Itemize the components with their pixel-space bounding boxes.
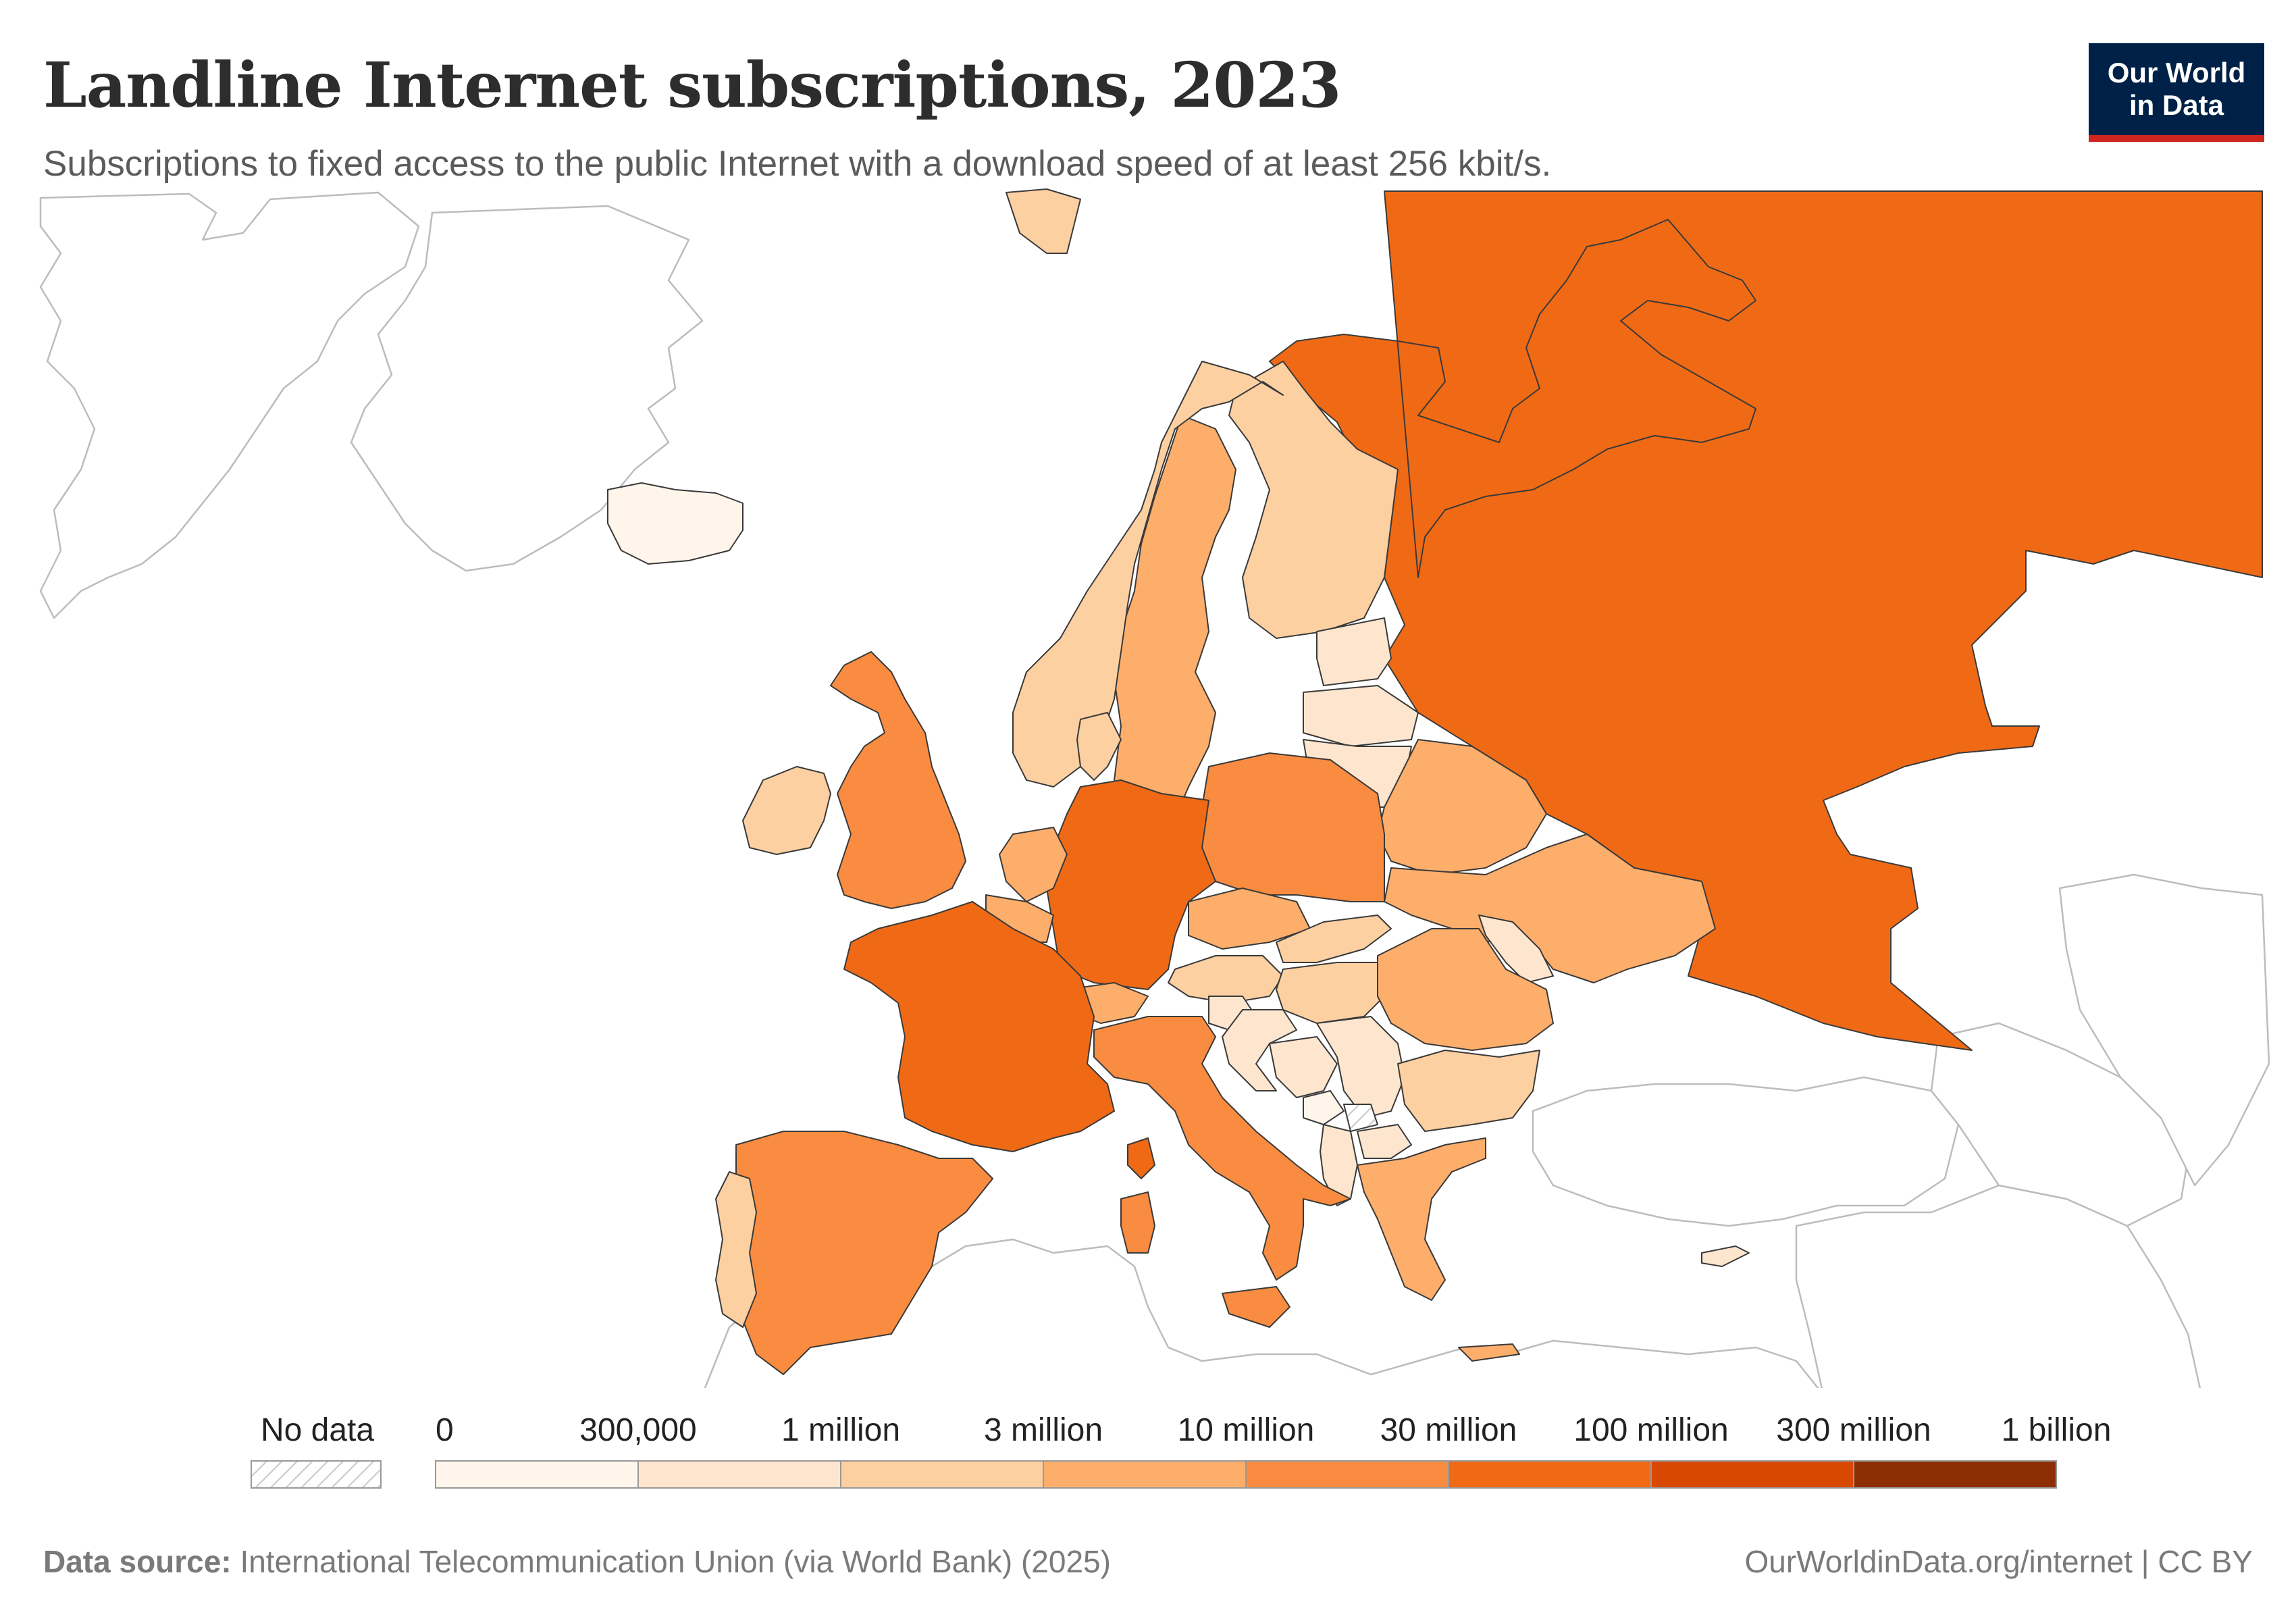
cyprus-region[interactable] [1701,1245,1750,1267]
sicily-region[interactable] [1222,1286,1290,1328]
north-macedonia-region[interactable] [1357,1124,1412,1159]
romania-region[interactable] [1377,928,1554,1051]
serbia-region[interactable] [1316,1016,1405,1118]
austria-region[interactable] [1168,955,1284,1004]
slovakia-region[interactable] [1276,915,1392,963]
legend-tick-label-4: 10 million [1178,1412,1315,1448]
source-label: Data source: [43,1544,232,1579]
united-kingdom-region[interactable] [830,651,966,909]
belarus-region[interactable] [1377,739,1547,875]
logo-line-2: in Data [2129,89,2224,121]
greece-region[interactable] [1357,1137,1486,1301]
legend-tick-label-1: 300,000 [579,1412,697,1448]
europe-map[interactable] [0,186,2296,1388]
albania-region[interactable] [1320,1124,1358,1206]
montenegro-region[interactable] [1303,1090,1345,1125]
middle-east-outline [1795,1184,2201,1388]
legend-bin-3[interactable] [1043,1460,1247,1489]
hungary-region[interactable] [1276,962,1392,1024]
finland-region[interactable] [1228,361,1399,639]
legend-bin-7[interactable] [1853,1460,2057,1489]
crete-region[interactable] [1458,1343,1520,1362]
legend-bin-5[interactable] [1448,1460,1652,1489]
source-text[interactable]: International Telecommunication Union (v… [240,1544,1111,1579]
legend-bin-6[interactable] [1650,1460,1854,1489]
iceland-region[interactable] [607,482,743,565]
italy-region[interactable] [1093,1016,1351,1281]
latvia-region[interactable] [1303,685,1419,747]
legend-tick-label-5: 30 million [1380,1412,1517,1448]
caspian-east-outline [2058,873,2270,1187]
logo-line-1: Our World [2107,57,2246,88]
greenland-outline [39,191,420,619]
footer-source: Data source: International Telecommunica… [43,1543,1111,1580]
legend-tick-label-7: 300 million [1776,1412,1931,1448]
turkey-outline [1532,1076,1960,1227]
ireland-region[interactable] [742,766,831,855]
france-region[interactable] [843,901,1115,1152]
ukraine-region[interactable] [1384,833,1716,983]
netherlands-region[interactable] [999,827,1068,902]
chart-subtitle: Subscriptions to fixed access to the pub… [43,144,1552,184]
legend-tick-label-0: 0 [436,1412,454,1448]
legend-no-data-swatch[interactable] [251,1460,382,1489]
legend-bins [435,1460,2057,1489]
legend-tick-label-last: 1 billion [2002,1412,2112,1448]
sardinia-region[interactable] [1120,1191,1155,1254]
caucasus-outline [1930,1022,2189,1227]
owid-logo[interactable]: Our World in Data [2089,43,2264,142]
czechia-region[interactable] [1188,887,1311,950]
bosnia-region[interactable] [1269,1036,1338,1098]
legend-bin-2[interactable] [840,1460,1044,1489]
no-data-context [39,191,2270,1388]
legend-bin-0[interactable] [435,1460,639,1489]
kosovo-region[interactable] [1343,1104,1378,1132]
legend-tick-label-2: 1 million [781,1412,900,1448]
moldova-region[interactable] [1478,915,1554,983]
legend-labels: 0 300,000 1 million 3 million 10 million 30 m… [436,1412,2111,1448]
legend-no-data-label: No data [261,1412,374,1448]
legend-tick-label-6: 100 million [1573,1412,1728,1448]
legend-tick-label-3: 3 million [984,1412,1103,1448]
footer-link[interactable]: OurWorldinData.org/internet | CC BY [1744,1544,2253,1579]
legend-bin-1[interactable] [637,1460,841,1489]
svalbard-region[interactable] [1006,188,1081,254]
estonia-region[interactable] [1316,617,1392,686]
germany-region[interactable] [1046,779,1216,990]
legend-bin-4[interactable] [1245,1460,1449,1489]
country-regions [607,188,2263,1375]
denmark-region[interactable] [1076,712,1122,781]
chart-title: Landline Internet subscriptions, 2023 [43,49,1341,122]
portugal-region[interactable] [715,1171,757,1328]
bulgaria-region[interactable] [1397,1050,1540,1132]
corsica-region[interactable] [1127,1137,1155,1179]
greenland-east-outline [350,205,704,572]
croatia-region[interactable] [1222,1009,1297,1091]
